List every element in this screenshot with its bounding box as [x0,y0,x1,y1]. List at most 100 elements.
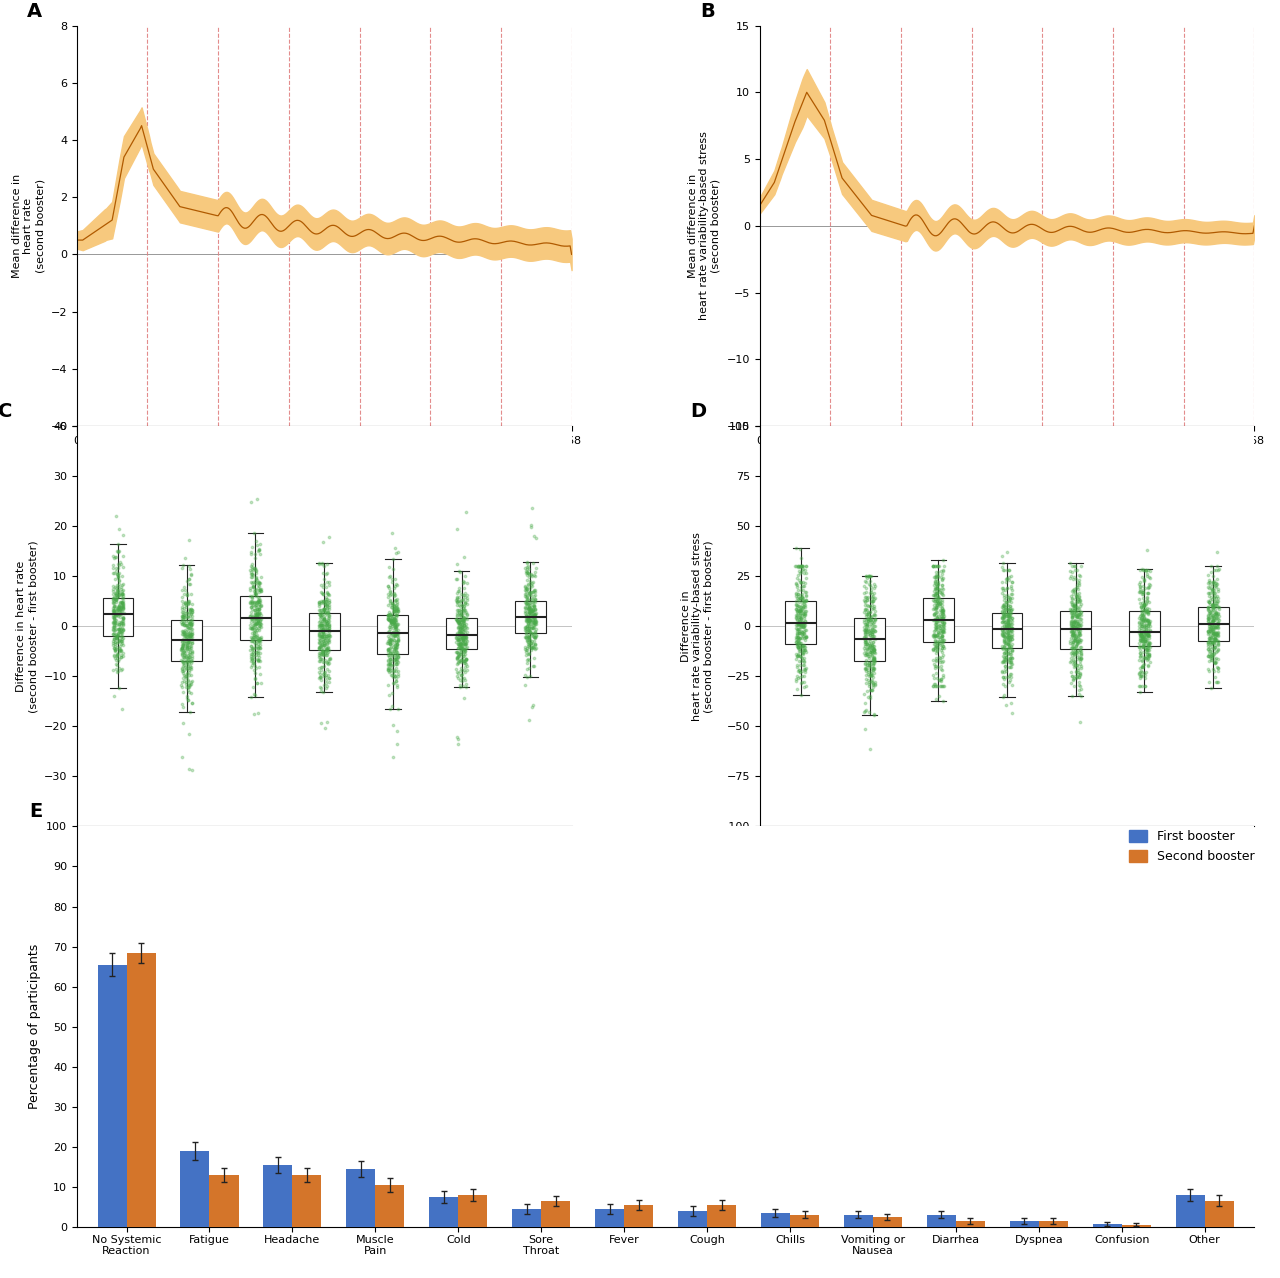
Point [525,581,545,602]
Point [447,606,467,626]
Point [786,604,806,625]
Point [525,613,545,634]
Point [380,584,401,604]
Point [1065,581,1085,602]
Point [787,615,808,635]
Point [788,639,809,659]
Point [864,675,884,695]
Point [182,693,202,713]
Point [1062,616,1083,636]
Point [923,639,943,659]
Point [1130,630,1151,651]
Point [311,599,332,620]
Point [1001,621,1021,642]
Point [241,579,261,599]
Y-axis label: Percentage of participants: Percentage of participants [28,944,41,1109]
Point [1060,648,1080,668]
Point [1065,666,1085,686]
Point [109,615,129,635]
Point [1135,626,1156,647]
Point [387,667,407,688]
Point [788,613,809,634]
Point [250,579,270,599]
Point [1201,631,1221,652]
Point [517,617,538,638]
Point [1069,604,1089,625]
Point [1203,581,1224,602]
Point [311,636,332,657]
Point [387,589,407,610]
Point [1130,666,1151,686]
Point [786,649,806,670]
Point [518,597,539,617]
Point [109,649,129,670]
Point [380,619,401,639]
Point [928,573,948,593]
Point [991,625,1011,645]
Point [311,635,332,656]
Point [172,694,192,714]
Point [109,612,129,633]
Point [384,621,404,642]
Point [1208,581,1229,602]
Point [448,613,468,634]
Point [178,617,198,638]
Point [1068,611,1088,631]
Bar [1093,1224,1121,1227]
Point [178,658,198,679]
Point [1066,606,1087,626]
Point [521,622,541,643]
Point [173,635,193,656]
Point [102,612,123,633]
Point [1001,599,1021,620]
Point [251,596,271,616]
Point [111,659,132,680]
Point [384,639,404,659]
Point [787,645,808,666]
Point [445,608,466,629]
Point [246,642,266,662]
Point [521,625,541,645]
Point [998,634,1019,654]
Point [790,611,810,631]
Point [310,635,330,656]
Point [858,652,878,672]
Point [1139,575,1160,596]
Point [113,613,133,634]
Point [525,620,545,640]
Point [933,622,954,643]
Point [384,599,404,620]
Point [1130,625,1151,645]
Point [1201,578,1221,598]
Point [113,643,133,663]
Point [927,611,947,631]
Point [790,667,810,688]
Point [1132,604,1152,625]
Point [1137,639,1157,659]
Point [518,584,539,604]
Point [387,607,407,627]
Point [856,613,877,634]
Point [312,640,333,661]
Point [246,604,266,625]
Point [1133,606,1153,626]
Point [792,604,813,625]
Point [993,606,1014,626]
Point [1138,583,1158,603]
Point [524,648,544,668]
Point [932,598,952,619]
Point [792,584,813,604]
Point [998,560,1019,580]
Point [794,576,814,597]
Point [310,606,330,626]
Point [111,631,132,652]
Point [109,640,129,661]
Point [516,590,536,611]
Point [796,581,817,602]
Point [1203,615,1224,635]
Point [178,607,198,627]
Point [1068,613,1088,634]
Point [1208,633,1229,653]
Point [864,603,884,624]
Point [1203,610,1224,630]
